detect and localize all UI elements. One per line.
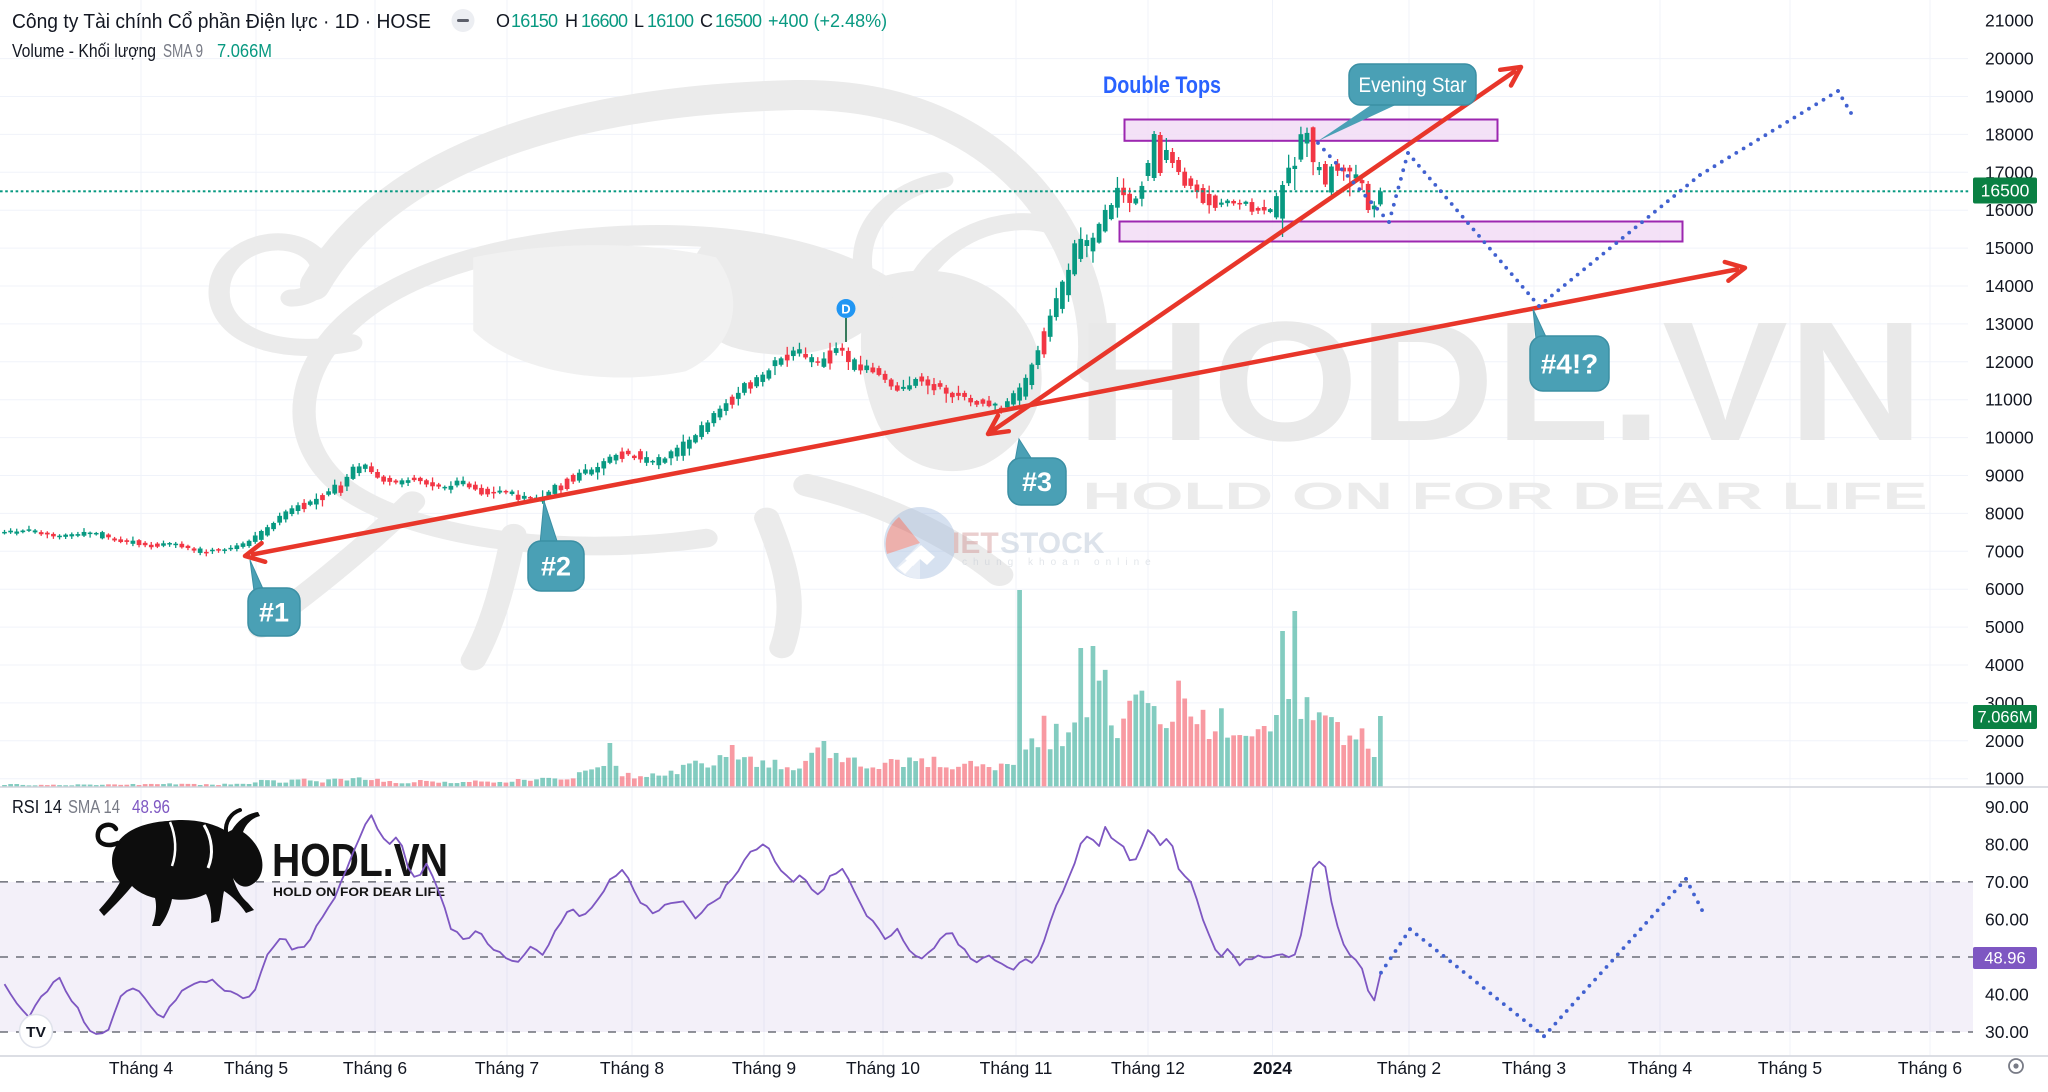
svg-text:Tháng 10: Tháng 10	[846, 1058, 920, 1078]
svg-text:Tháng 5: Tháng 5	[1758, 1058, 1822, 1078]
svg-text:21000: 21000	[1985, 11, 2034, 31]
svg-text:13000: 13000	[1985, 314, 2034, 334]
svg-text:HOLD ON FOR DEAR LIFE: HOLD ON FOR DEAR LIFE	[273, 885, 445, 899]
svg-text:16500: 16500	[715, 11, 762, 31]
svg-text:SMA 14: SMA 14	[68, 797, 120, 817]
svg-text:48.96: 48.96	[132, 797, 170, 817]
svg-text:60.00: 60.00	[1985, 909, 2029, 929]
svg-text:Tháng 6: Tháng 6	[1898, 1058, 1962, 1078]
svg-text:Tháng 11: Tháng 11	[980, 1058, 1053, 1078]
svg-text:Tháng 6: Tháng 6	[343, 1058, 407, 1078]
svg-text:IET: IET	[952, 527, 999, 560]
svg-text:7.066M: 7.066M	[217, 41, 272, 61]
svg-text:C: C	[700, 11, 713, 31]
svg-text:Volume - Khối lượng: Volume - Khối lượng	[12, 41, 156, 61]
svg-text:Tháng 12: Tháng 12	[1111, 1058, 1185, 1078]
svg-text:HODL.VN: HODL.VN	[272, 834, 448, 886]
svg-text:Công ty Tài chính Cổ phần Điện: Công ty Tài chính Cổ phần Điện lực · 1D …	[12, 10, 431, 33]
svg-text:20000: 20000	[1985, 49, 2034, 69]
svg-text:11000: 11000	[1985, 390, 2033, 410]
svg-text:2024: 2024	[1253, 1058, 1292, 1078]
svg-text:16150: 16150	[511, 11, 558, 31]
svg-text:HODL.VN: HODL.VN	[1076, 287, 1924, 477]
svg-text:4000: 4000	[1985, 655, 2024, 675]
svg-text:80.00: 80.00	[1985, 834, 2029, 854]
svg-text:18000: 18000	[1985, 124, 2034, 144]
svg-text:2000: 2000	[1985, 731, 2024, 751]
svg-text:#4!?: #4!?	[1541, 349, 1599, 380]
svg-text:17000: 17000	[1985, 162, 2034, 182]
svg-text:30.00: 30.00	[1985, 1022, 2029, 1042]
svg-text:HOLD ON FOR DEAR LIFE: HOLD ON FOR DEAR LIFE	[1083, 476, 1928, 518]
svg-text:Tháng 8: Tháng 8	[600, 1058, 664, 1078]
svg-text:12000: 12000	[1985, 352, 2034, 372]
svg-text:Double Tops: Double Tops	[1103, 72, 1221, 99]
svg-text:1000: 1000	[1985, 769, 2024, 789]
svg-text:48.96: 48.96	[1984, 950, 2025, 968]
svg-text:SMA 9: SMA 9	[163, 41, 203, 61]
svg-text:9000: 9000	[1985, 466, 2024, 486]
svg-text:Evening Star: Evening Star	[1359, 74, 1467, 97]
svg-text:16600: 16600	[581, 11, 628, 31]
svg-text:#1: #1	[259, 598, 289, 628]
svg-text:+400 (+2.48%): +400 (+2.48%)	[768, 11, 887, 31]
svg-text:19000: 19000	[1985, 87, 2034, 107]
svg-text:16000: 16000	[1985, 200, 2034, 220]
svg-text:RSI 14: RSI 14	[12, 797, 62, 817]
svg-text:Tháng 4: Tháng 4	[109, 1058, 173, 1078]
svg-text:10000: 10000	[1985, 428, 2034, 448]
svg-text:Tháng 9: Tháng 9	[732, 1058, 796, 1078]
svg-text:STOCK: STOCK	[1000, 527, 1105, 560]
svg-text:8000: 8000	[1985, 503, 2024, 523]
svg-text:14000: 14000	[1985, 276, 2034, 296]
svg-text:70.00: 70.00	[1985, 872, 2029, 892]
svg-text:6000: 6000	[1985, 579, 2024, 599]
svg-text:Tháng 4: Tháng 4	[1628, 1058, 1692, 1078]
svg-text:L: L	[634, 11, 644, 31]
svg-text:#3: #3	[1022, 467, 1052, 497]
svg-text:15000: 15000	[1985, 238, 2034, 258]
svg-text:D: D	[841, 302, 850, 317]
svg-text:90.00: 90.00	[1985, 797, 2029, 817]
svg-text:5000: 5000	[1985, 617, 2024, 637]
svg-text:Tháng 5: Tháng 5	[224, 1058, 288, 1078]
svg-text:H: H	[565, 11, 578, 31]
svg-text:TV: TV	[26, 1024, 46, 1041]
svg-text:Tháng 2: Tháng 2	[1377, 1058, 1441, 1078]
svg-text:Tháng 7: Tháng 7	[475, 1058, 539, 1078]
svg-text:40.00: 40.00	[1985, 985, 2029, 1005]
svg-text:chung khoan online: chung khoan online	[962, 557, 1157, 568]
svg-text:Tháng 3: Tháng 3	[1502, 1058, 1566, 1078]
svg-text:7.066M: 7.066M	[1977, 709, 2032, 727]
svg-text:O: O	[496, 11, 510, 31]
svg-text:16500: 16500	[1981, 181, 2030, 201]
svg-text:7000: 7000	[1985, 541, 2024, 561]
svg-text:#2: #2	[541, 552, 571, 582]
svg-text:16100: 16100	[647, 11, 694, 31]
